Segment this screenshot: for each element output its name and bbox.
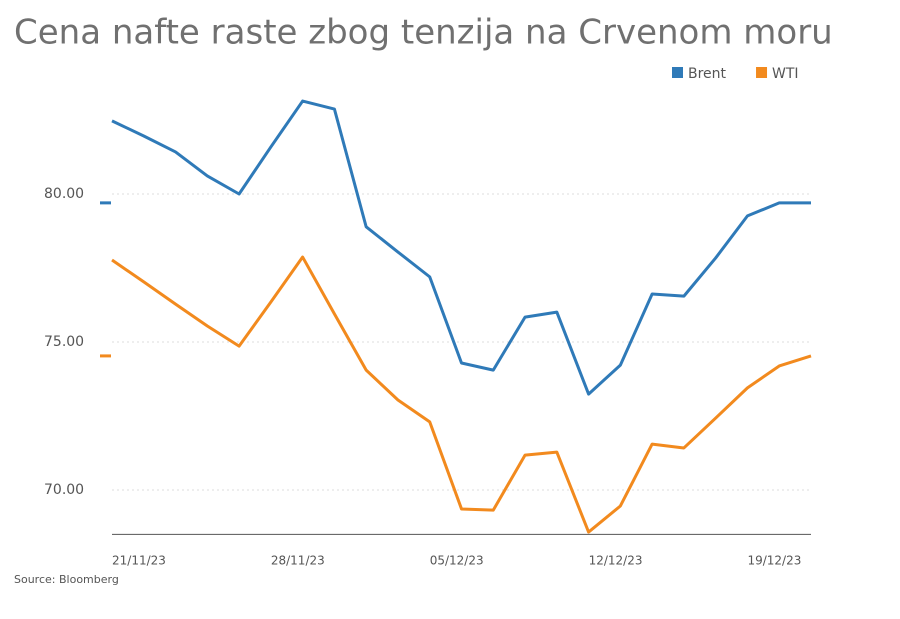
legend-label: WTI: [772, 66, 799, 82]
legend-swatch: [756, 67, 768, 78]
series-line: [111, 99, 811, 396]
y-tick-label: 75.00: [44, 334, 84, 350]
legend-swatch: [672, 67, 683, 78]
chart-title: Cena nafte raste zbog tenzija na Crvenom…: [14, 13, 833, 53]
y-tick-label: 70.00: [44, 482, 84, 498]
x-tick-label: 12/12/23: [589, 554, 643, 568]
x-tick-label: 05/12/23: [430, 554, 484, 568]
legend-label: Brent: [688, 66, 727, 82]
series-line: [111, 255, 812, 534]
y-tick-label: 80.00: [44, 186, 84, 202]
source: Source: Bloomberg: [14, 573, 119, 586]
x-tick-label: 19/12/23: [747, 554, 801, 568]
x-tick-label: 21/11/23: [112, 554, 166, 568]
x-tick-label: 28/11/23: [271, 554, 325, 568]
